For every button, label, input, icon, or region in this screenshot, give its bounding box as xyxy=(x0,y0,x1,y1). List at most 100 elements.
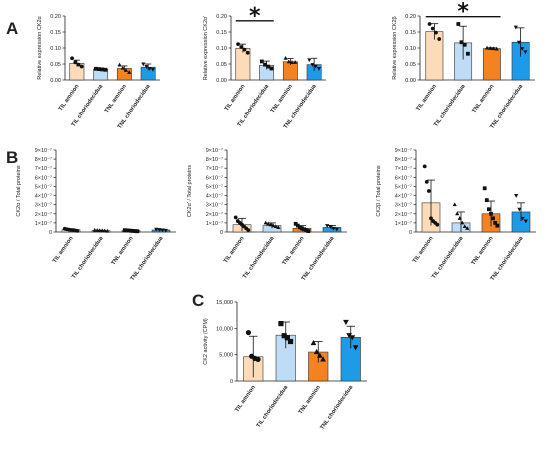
data-point xyxy=(334,227,339,232)
data-point xyxy=(491,46,496,51)
y-tick-label: 8×10⁻⁷ xyxy=(395,156,412,163)
data-point xyxy=(131,229,135,233)
y-tick-label: 8×10⁻⁷ xyxy=(206,156,223,163)
x-category-label: TNL choriodecidua xyxy=(319,384,354,431)
data-point xyxy=(79,64,84,69)
data-point xyxy=(276,225,281,229)
data-point xyxy=(122,228,127,233)
data-point xyxy=(523,50,528,55)
data-point xyxy=(124,228,129,233)
chart-c: 0 5,000 10,000 15,000 CK2 activity (CPM) TIL … xyxy=(203,300,367,431)
data-point xyxy=(462,42,467,47)
data-point xyxy=(129,228,133,233)
x-category-label: TNL amnion xyxy=(471,235,495,266)
data-point xyxy=(93,66,98,71)
data-point xyxy=(97,67,101,72)
y-axis-title: CK2α / Total proteins xyxy=(16,165,22,216)
y-tick-label: 1×10⁻⁷ xyxy=(395,220,412,227)
data-point xyxy=(495,223,500,228)
data-point xyxy=(434,30,438,35)
y-tick-label: 0.20 xyxy=(216,14,227,20)
data-point xyxy=(302,227,306,232)
data-point xyxy=(427,189,431,193)
data-point xyxy=(331,226,336,231)
data-point xyxy=(269,66,274,71)
data-point xyxy=(127,228,131,233)
data-point xyxy=(430,26,435,31)
data-point xyxy=(313,348,320,355)
y-axis-title: CK2β / Total proteins xyxy=(376,165,382,216)
x-category-label: TNL choriodecidua xyxy=(489,83,524,130)
data-point xyxy=(516,40,522,45)
data-point xyxy=(427,22,432,26)
y-tick-label: 6×10⁻⁷ xyxy=(395,174,412,181)
y-tick-label: 9×10⁻⁷ xyxy=(35,147,52,154)
data-point xyxy=(424,179,429,184)
data-point xyxy=(466,51,470,56)
data-point xyxy=(259,59,264,64)
y-tick-label: 0 xyxy=(230,379,233,385)
y-tick-label: 7×10⁻⁷ xyxy=(206,165,223,172)
data-point xyxy=(459,40,464,45)
y-tick-label: 0.15 xyxy=(50,30,61,36)
data-point xyxy=(293,60,298,64)
x-category-label: TNL amnion xyxy=(471,83,495,114)
x-category-label: TIL amnion xyxy=(415,83,438,112)
y-tick-label: 0 xyxy=(220,230,223,236)
y-tick-label: 0.05 xyxy=(50,62,61,68)
y-tick-label: 3×10⁻⁷ xyxy=(206,202,223,209)
x-category-label: TNL amnion xyxy=(298,384,322,415)
data-point xyxy=(304,228,309,233)
data-point xyxy=(281,333,287,339)
y-tick-label: 5×10⁻⁷ xyxy=(395,183,412,190)
data-point xyxy=(306,229,311,233)
data-point xyxy=(263,62,267,67)
data-point xyxy=(245,50,250,55)
y-tick-label: 4×10⁻⁷ xyxy=(206,193,223,200)
data-point xyxy=(429,216,433,221)
data-point xyxy=(489,211,493,216)
data-point xyxy=(523,219,528,224)
data-point xyxy=(271,223,276,228)
data-point xyxy=(70,56,74,61)
x-category-label: TNL choriodecidua xyxy=(490,235,525,282)
y-tick-label: 0.00 xyxy=(50,78,61,84)
y-tick-label: 7×10⁻⁷ xyxy=(395,165,412,172)
data-point xyxy=(422,164,427,169)
data-point xyxy=(92,227,97,232)
data-point xyxy=(75,229,80,233)
y-tick-label: 2×10⁻⁷ xyxy=(35,211,52,218)
data-point xyxy=(263,220,268,225)
data-point xyxy=(268,222,273,227)
chart-b3: 0 1×10⁻⁷ 2×10⁻⁷ 3×10⁻⁷ 4×10⁻⁷ 5×10⁻⁷ 6×10⁻⁷ 7×1… xyxy=(376,147,536,282)
data-point xyxy=(343,319,349,326)
data-point xyxy=(133,229,138,233)
x-category-label: TIL choriodecidua xyxy=(256,384,290,429)
y-tick-label: 4×10⁻⁷ xyxy=(35,193,52,200)
y-tick-label: 0.20 xyxy=(50,14,61,20)
data-point xyxy=(246,228,251,233)
data-point xyxy=(157,228,162,232)
y-axis-title: Relative expression CK2α' xyxy=(203,16,209,80)
x-category-label: TIL amnion xyxy=(412,235,435,264)
data-point xyxy=(233,215,238,220)
data-point xyxy=(144,65,149,69)
y-tick-label: 0.00 xyxy=(405,78,416,84)
data-point xyxy=(127,70,132,74)
data-point xyxy=(123,68,129,72)
y-tick-label: 0.05 xyxy=(405,62,416,68)
data-point xyxy=(310,63,315,67)
y-tick-label: 0.20 xyxy=(405,14,416,20)
x-category-label: TIL amnion xyxy=(234,384,257,413)
y-tick-label: 2×10⁻⁷ xyxy=(395,211,412,218)
data-point xyxy=(278,320,284,327)
chart-a3: 0.00 0.05 0.10 0.15 0.20 Relative expression … xyxy=(392,0,535,130)
data-point xyxy=(316,66,322,71)
x-category-label: TIL amnion xyxy=(52,235,75,264)
data-point xyxy=(517,207,522,212)
chart-b1: 0 1×10⁻⁷ 2×10⁻⁷ 3×10⁻⁷ 4×10⁻⁷ 5×10⁻⁷ 6×10⁻⁷ 7×1… xyxy=(16,147,176,282)
data-point xyxy=(76,62,81,67)
y-axis-title: CK2α' / Total proteins xyxy=(187,165,193,217)
panel-letter-b: B xyxy=(6,148,18,167)
data-point xyxy=(316,352,323,358)
